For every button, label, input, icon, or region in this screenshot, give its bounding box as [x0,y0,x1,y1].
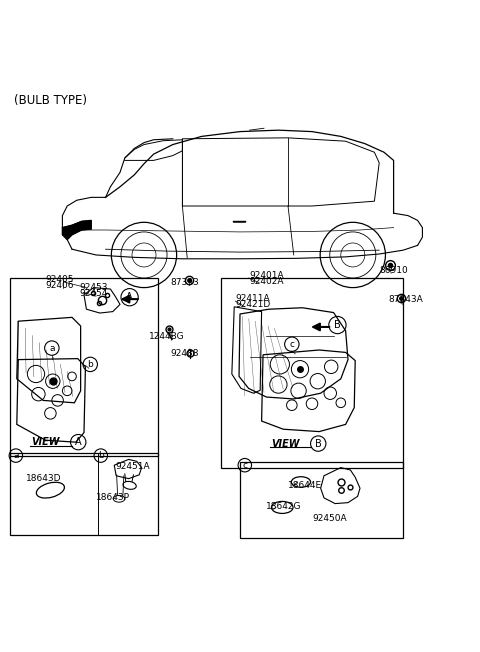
Text: 92401A: 92401A [250,271,284,280]
Text: a: a [49,344,55,353]
Text: A: A [126,292,133,302]
Text: 92450A: 92450A [312,514,347,524]
Text: B: B [315,439,322,449]
Text: 92488: 92488 [170,349,199,358]
Text: c: c [289,340,294,349]
Text: 92405: 92405 [46,275,74,284]
Text: b: b [87,360,93,369]
Text: c: c [242,461,247,469]
Polygon shape [62,220,91,239]
Text: 18643P: 18643P [96,493,130,502]
Text: 18642G: 18642G [266,503,302,511]
Text: B: B [334,320,341,330]
Text: 92406: 92406 [46,281,74,290]
Text: 1244BG: 1244BG [149,332,184,341]
Text: 92402A: 92402A [250,277,284,286]
Text: VIEW: VIEW [271,439,300,449]
Text: 92454: 92454 [79,289,108,299]
Text: b: b [98,451,104,460]
Text: (BULB TYPE): (BULB TYPE) [14,94,87,107]
Text: VIEW: VIEW [31,437,60,447]
Text: 92451A: 92451A [115,462,150,471]
Bar [221,278,403,467]
Bar [10,278,158,456]
Text: 87343A: 87343A [389,295,423,304]
Text: a: a [13,451,19,460]
Text: A: A [75,437,82,447]
Text: 87393: 87393 [170,278,199,288]
Text: 92453: 92453 [79,283,108,292]
Bar [10,453,158,535]
Text: 18644E: 18644E [288,481,322,490]
Text: 92421D: 92421D [235,300,270,309]
Text: 86910: 86910 [379,266,408,275]
Bar [240,462,403,538]
Text: 18643D: 18643D [26,474,62,483]
Text: 92411A: 92411A [235,293,270,303]
